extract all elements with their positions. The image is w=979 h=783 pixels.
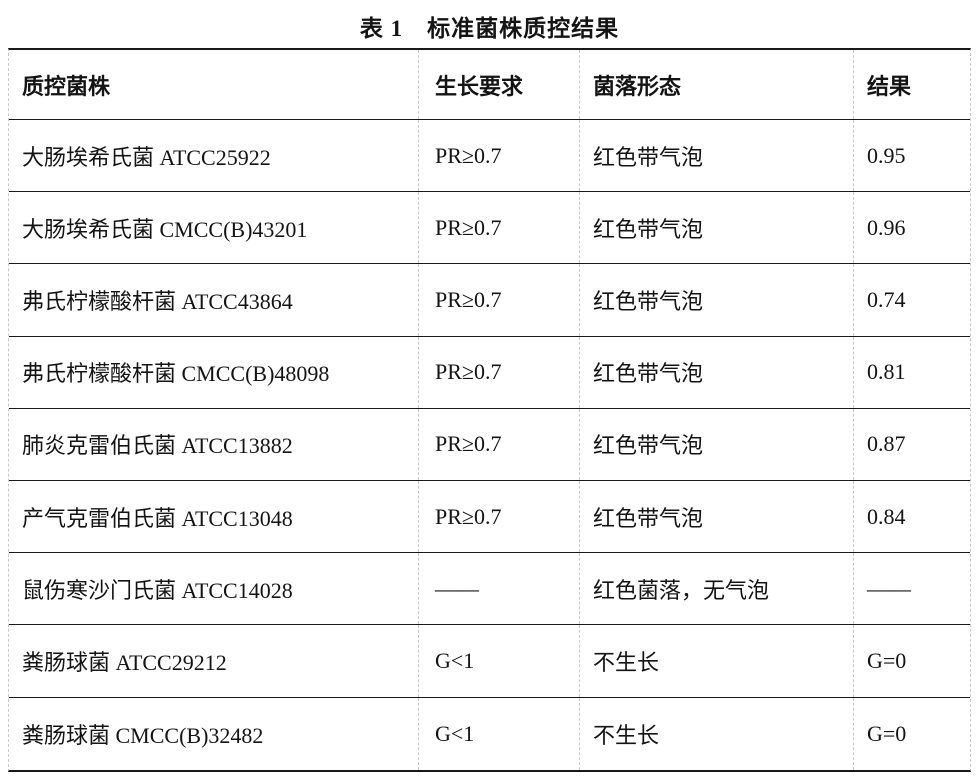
table-cell: 红色带气泡 xyxy=(580,120,854,192)
table-title: 表 1 标准菌株质控结果 xyxy=(359,16,620,41)
column-header-strain: 质控菌株 xyxy=(9,50,419,119)
table-cell: 大肠埃希氏菌 ATCC25922 xyxy=(9,120,419,192)
table-cell: —— xyxy=(419,553,580,625)
table-cell: 弗氏柠檬酸杆菌 ATCC43864 xyxy=(9,264,419,336)
table-cell: 红色带气泡 xyxy=(580,408,854,480)
table-cell: 红色带气泡 xyxy=(580,480,854,553)
table-cell: 红色菌落，无气泡 xyxy=(580,553,854,625)
table-cell: 红色带气泡 xyxy=(580,192,854,264)
table-cell: 弗氏柠檬酸杆菌 CMCC(B)48098 xyxy=(9,336,419,408)
table-cell: PR≥0.7 xyxy=(419,480,580,553)
table-row: 肺炎克雷伯氏菌 ATCC13882 PR≥0.7 红色带气泡 0.87 xyxy=(9,408,970,481)
table-row: 大肠埃希氏菌 ATCC25922 PR≥0.7 红色带气泡 0.95 xyxy=(9,120,970,193)
column-header-growth-requirement: 生长要求 xyxy=(419,50,580,119)
table-cell: 鼠伤寒沙门氏菌 ATCC14028 xyxy=(9,553,419,625)
table-row: 大肠埃希氏菌 CMCC(B)43201 PR≥0.7 红色带气泡 0.96 xyxy=(9,192,970,265)
table-row: 粪肠球菌 ATCC29212 G<1 不生长 G=0 xyxy=(9,625,970,698)
table-cell: 粪肠球菌 CMCC(B)32482 xyxy=(9,697,419,770)
table-cell: 产气克雷伯氏菌 ATCC13048 xyxy=(9,480,419,553)
table-cell: PR≥0.7 xyxy=(419,264,580,336)
table-cell: PR≥0.7 xyxy=(419,192,580,264)
table-row: 粪肠球菌 CMCC(B)32482 G<1 不生长 G=0 xyxy=(9,697,970,770)
table-cell: 0.87 xyxy=(867,431,906,457)
table-cell: 不生长 xyxy=(580,625,854,697)
table-cell: 大肠埃希氏菌 CMCC(B)43201 xyxy=(9,192,419,264)
table-cell: 红色带气泡 xyxy=(580,336,854,408)
table-cell: 0.74 xyxy=(867,286,906,312)
table-row: 产气克雷伯氏菌 ATCC13048 PR≥0.7 红色带气泡 0.84 xyxy=(9,480,970,554)
table-cell: 肺炎克雷伯氏菌 ATCC13882 xyxy=(9,408,419,480)
table-cell: 红色带气泡 xyxy=(580,264,854,336)
table-row: 弗氏柠檬酸杆菌 ATCC43864 PR≥0.7 红色带气泡 0.74 xyxy=(9,264,970,337)
table-cell: 不生长 xyxy=(580,697,854,770)
table-body: 大肠埃希氏菌 ATCC25922 PR≥0.7 红色带气泡 0.95 大肠埃希氏菌 CM… xyxy=(9,120,970,770)
table-cell: 0.81 xyxy=(867,359,906,385)
table-cell: G<1 xyxy=(419,625,580,697)
table-cell: —— xyxy=(867,575,911,601)
table-header-row: 质控菌株 生长要求 菌落形态 结果 xyxy=(9,50,970,120)
column-header-colony-morphology: 菌落形态 xyxy=(580,50,854,119)
table-cell: 0.96 xyxy=(867,214,906,240)
table-cell: PR≥0.7 xyxy=(419,336,580,408)
column-header-result: 结果 xyxy=(867,73,912,99)
table-cell: PR≥0.7 xyxy=(419,408,580,480)
table-cell: PR≥0.7 xyxy=(419,120,580,192)
table-cell: G=0 xyxy=(867,720,907,746)
table-cell: 粪肠球菌 ATCC29212 xyxy=(9,625,419,697)
table-cell: G<1 xyxy=(419,697,580,770)
table-cell: 0.84 xyxy=(867,503,906,529)
table-cell: 0.95 xyxy=(867,142,906,168)
table-row: 弗氏柠檬酸杆菌 CMCC(B)48098 PR≥0.7 红色带气泡 0.81 xyxy=(9,336,970,409)
qc-results-table: 质控菌株 生长要求 菌落形态 结果 大肠埃希氏菌 ATCC25922 PR≥0.7… xyxy=(8,48,971,772)
table-cell: G=0 xyxy=(867,647,907,673)
table-row: 鼠伤寒沙门氏菌 ATCC14028 —— 红色菌落，无气泡 —— xyxy=(9,553,970,626)
